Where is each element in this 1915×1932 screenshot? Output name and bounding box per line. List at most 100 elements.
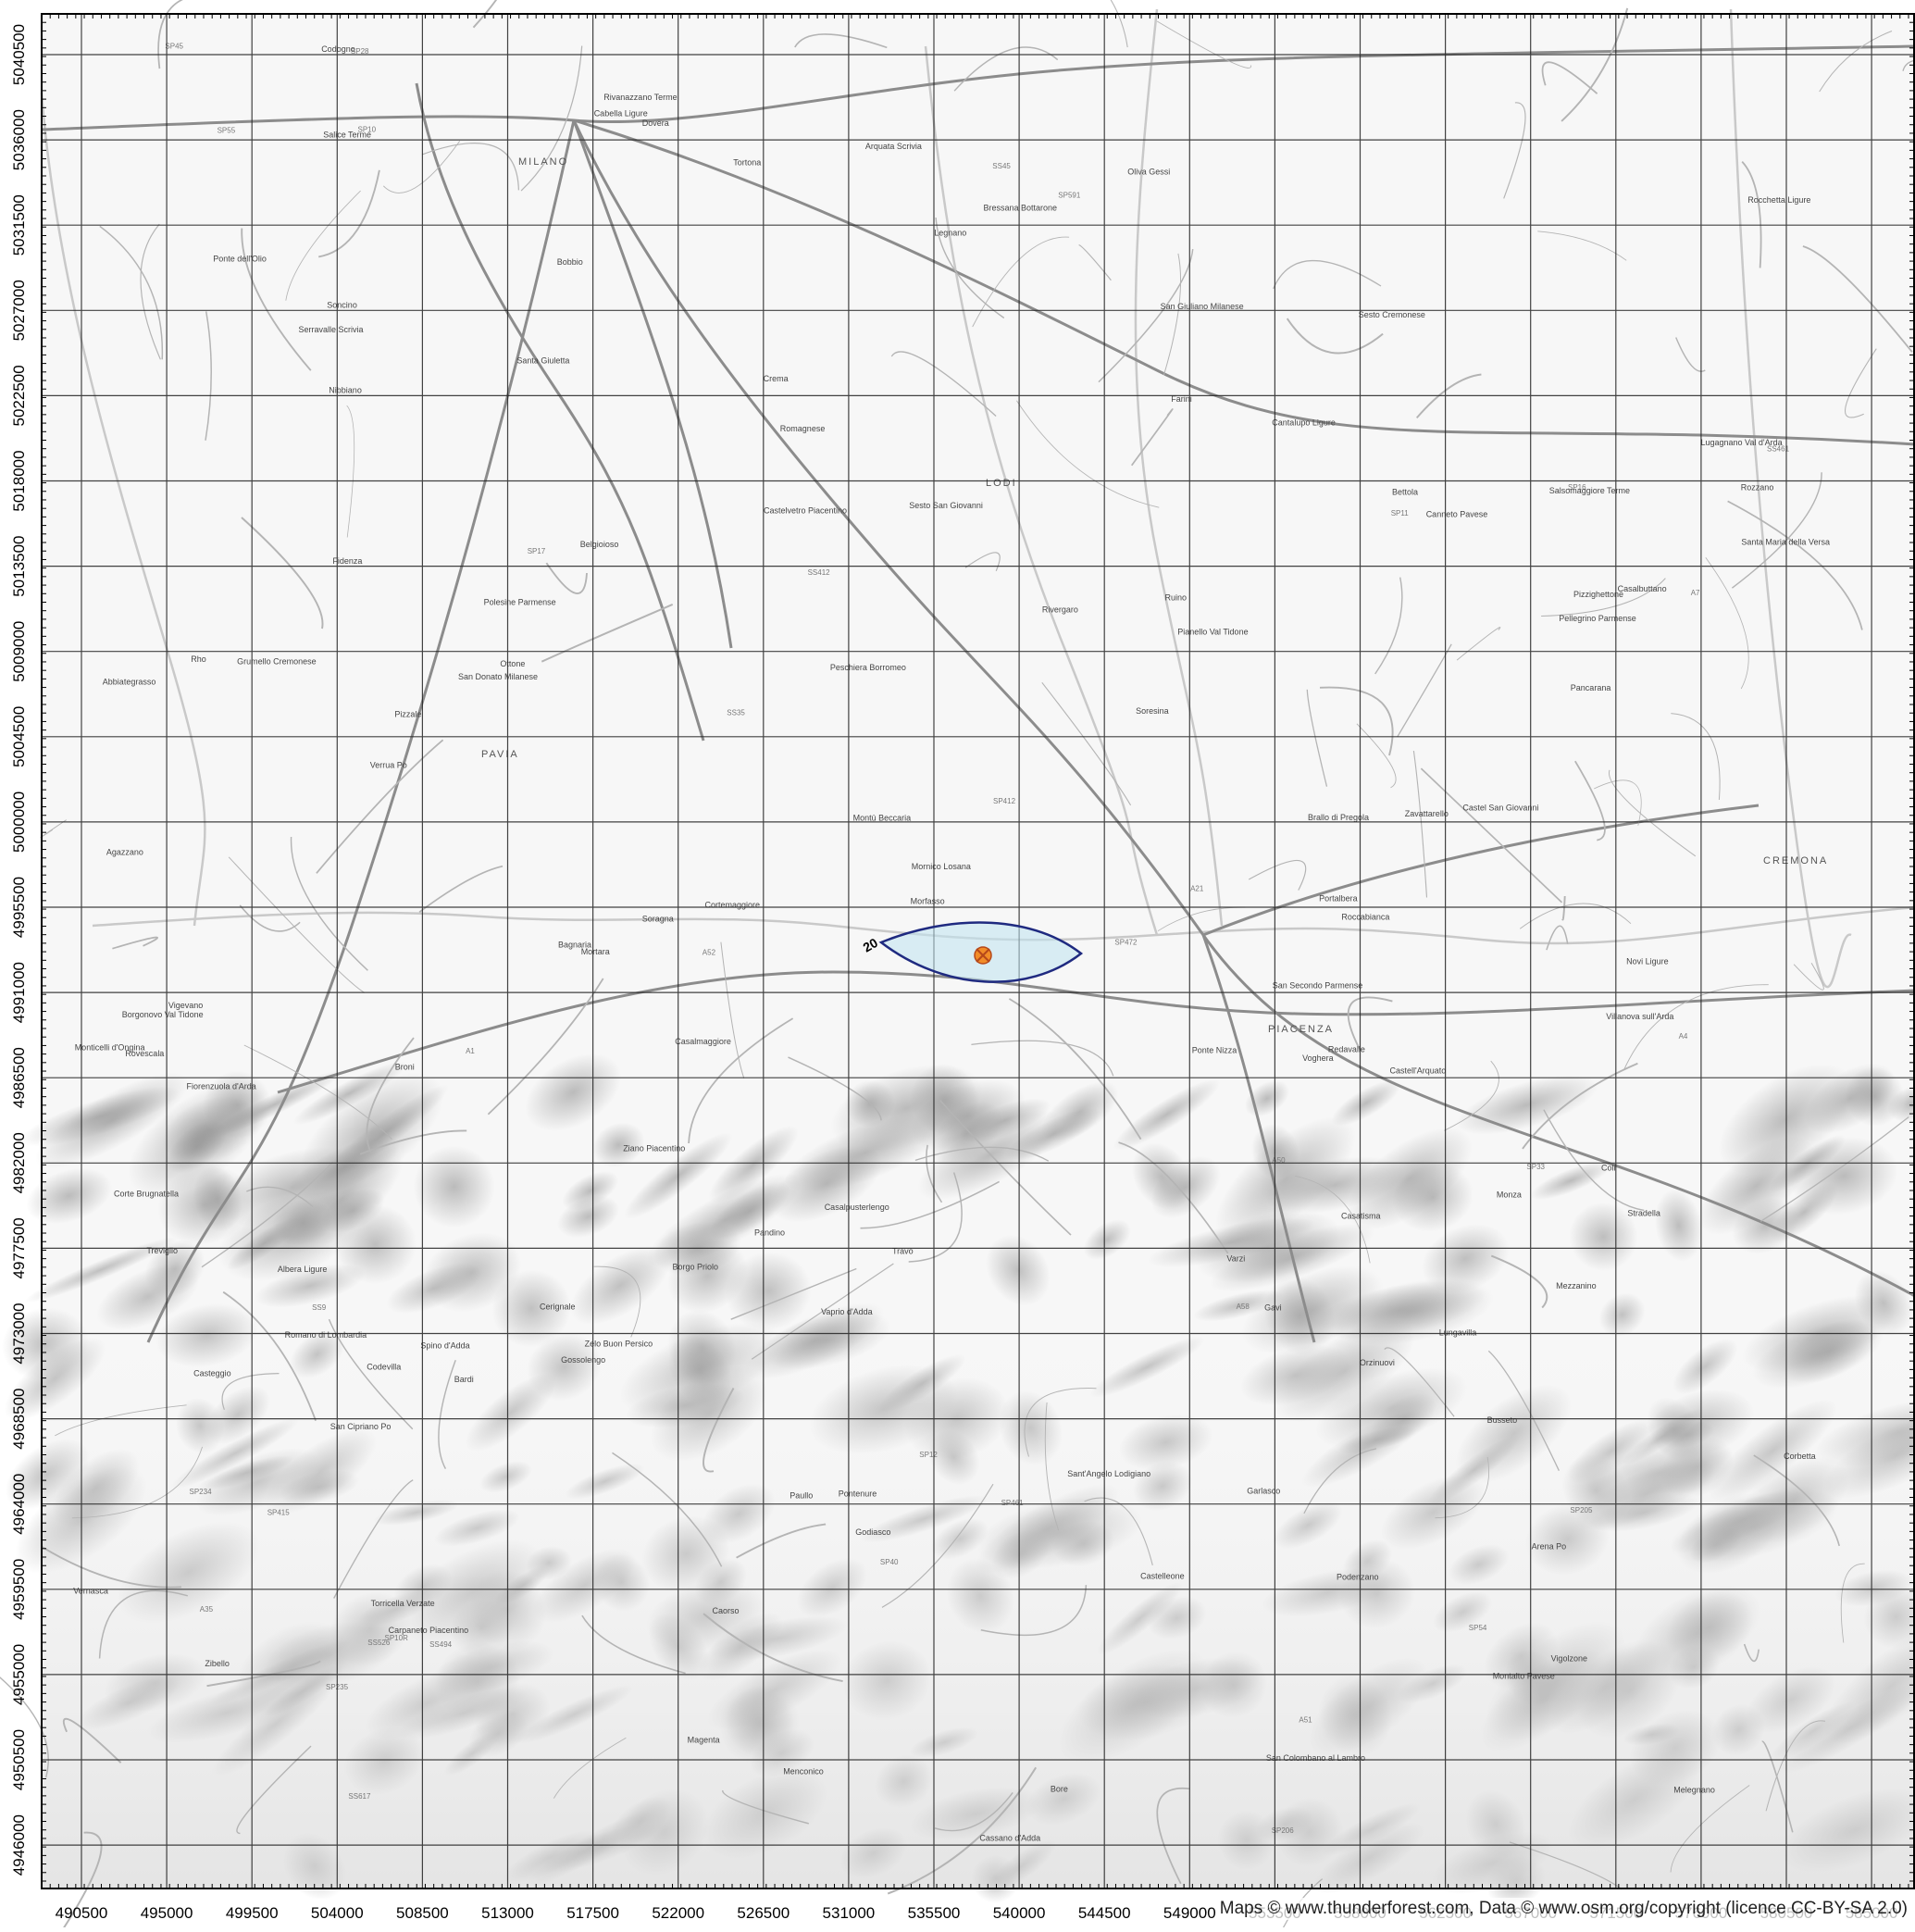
minor-road: [1156, 1787, 1189, 1885]
minor-road: [1574, 760, 1606, 841]
motorway: [573, 118, 1915, 446]
road-label: SP12: [919, 1451, 938, 1459]
place-label: Melegnano: [1673, 1786, 1715, 1795]
minor-road: [1286, 318, 1384, 355]
minor-road: [112, 936, 158, 950]
road-label: SP412: [993, 797, 1016, 805]
target-marker-icon[interactable]: [974, 946, 992, 965]
map-border: [41, 13, 1915, 1889]
place-label: Ziano Piacentino: [623, 1143, 685, 1153]
minor-road: [953, 46, 1059, 92]
place-label: Montalto Pavese: [1493, 1672, 1555, 1681]
place-label: Lugagnano Val d'Arda: [1701, 438, 1783, 447]
place-label: Soresina: [1136, 706, 1169, 716]
y-tick-label: 4973000: [10, 1303, 28, 1364]
road-label: A21: [1190, 884, 1204, 892]
place-label: Morfasso: [911, 897, 945, 906]
place-label: Santa Giuletta: [516, 355, 569, 365]
minor-road: [980, 1585, 1088, 1637]
road-label: SP33: [1526, 1163, 1545, 1171]
minor-road: [1415, 373, 1482, 419]
road-label: SP472: [1114, 938, 1138, 946]
minor-road: [1675, 337, 1706, 372]
place-label: Mortara: [581, 947, 610, 956]
place-label: Monza: [1497, 1190, 1522, 1200]
x-tick-label: 490500: [56, 1904, 108, 1922]
minor-road: [1041, 681, 1132, 806]
place-label: Varzi: [1226, 1254, 1245, 1264]
minor-road: [914, 1146, 1050, 1162]
place-label: Belgioioso: [580, 540, 619, 549]
minor-road: [1522, 1062, 1638, 1150]
minor-road: [1741, 160, 1762, 268]
minor-road: [346, 405, 355, 538]
minor-road: [1156, 20, 1251, 69]
place-label: Zavattarello: [1405, 809, 1449, 818]
motorway: [146, 119, 576, 1343]
minor-road: [1273, 259, 1382, 290]
road-label: SP40: [880, 1558, 899, 1566]
place-label: Ruino: [1165, 592, 1188, 602]
place-label: Crema: [764, 374, 789, 383]
y-tick-label: 4968500: [10, 1389, 28, 1450]
x-tick-label: 549000: [1163, 1904, 1216, 1922]
minor-road: [1731, 472, 1822, 589]
place-label: Zelo Buon Persico: [585, 1339, 653, 1348]
minor-road: [1163, 253, 1182, 376]
minor-road: [720, 941, 745, 1078]
road-label: SS45: [992, 162, 1011, 170]
minor-road: [751, 1263, 894, 1360]
motorway: [415, 82, 705, 742]
y-tick-label: 4959500: [10, 1559, 28, 1620]
place-label: Cantalupo Ligure: [1272, 418, 1336, 428]
road-label: SS461: [1767, 445, 1790, 454]
place-label: Abbiategrasso: [103, 677, 156, 686]
place-label: Novi Ligure: [1626, 956, 1669, 966]
place-label: Nibbiano: [329, 386, 362, 395]
place-label: San Cipriano Po: [330, 1422, 392, 1431]
place-label: Bore: [1051, 1784, 1068, 1793]
road-label: SP461: [1001, 1499, 1025, 1507]
place-label: San Colombano al Lambro: [1266, 1753, 1365, 1763]
y-tick-label: 5000000: [10, 791, 28, 853]
road-label: SP28: [351, 47, 369, 56]
place-label: Casalmaggiore: [675, 1037, 731, 1046]
x-tick-label: 522000: [652, 1904, 704, 1922]
road-label: SS526: [367, 1639, 391, 1647]
minor-road: [239, 904, 301, 932]
x-tick-label: 517500: [566, 1904, 619, 1922]
place-label: Voghera: [1302, 1053, 1334, 1063]
road-label: A1: [466, 1047, 475, 1055]
coordinate-grid: [42, 14, 1914, 1888]
place-label: Bressana Bottarone: [984, 204, 1058, 213]
minor-road: [1503, 102, 1526, 199]
place-label: Paullo: [790, 1490, 813, 1500]
road-labels: A1 A4 A7 A21 A35 A50 A51 A52 A58 SP11 SP234 SP10R SP…: [165, 42, 1789, 1835]
place-label: Rivergaro: [1042, 605, 1078, 614]
minor-road: [722, 1789, 809, 1825]
minor-road: [1384, 1347, 1455, 1417]
x-tick-label: 540000: [993, 1904, 1046, 1922]
road-label: SS617: [348, 1792, 371, 1801]
place-label: Corbetta: [1784, 1452, 1816, 1461]
minor-road: [736, 1523, 827, 1559]
road-label: A50: [1272, 1156, 1286, 1165]
minor-road: [1743, 1643, 1760, 1663]
place-label: Bobbio: [557, 257, 583, 267]
relief-patch: [917, 1110, 1063, 1201]
x-tick-label: 504000: [311, 1904, 364, 1922]
minor-road: [1078, 244, 1112, 281]
road-label: SP17: [528, 547, 546, 555]
minor-road: [421, 143, 520, 191]
place-label: Fidenza: [332, 556, 362, 566]
minor-road: [418, 865, 504, 913]
minor-road: [1456, 627, 1501, 661]
relief-patch: [1805, 1063, 1895, 1134]
place-label: Busseto: [1487, 1415, 1518, 1425]
minor-road: [1435, 1456, 1489, 1519]
place-label: Rho: [191, 654, 206, 664]
minor-road: [1098, 249, 1194, 383]
place-label: Corte Brugnatella: [114, 1189, 179, 1198]
place-label: Casatisma: [1341, 1211, 1381, 1220]
place-label: Vaprio d'Adda: [821, 1307, 873, 1316]
